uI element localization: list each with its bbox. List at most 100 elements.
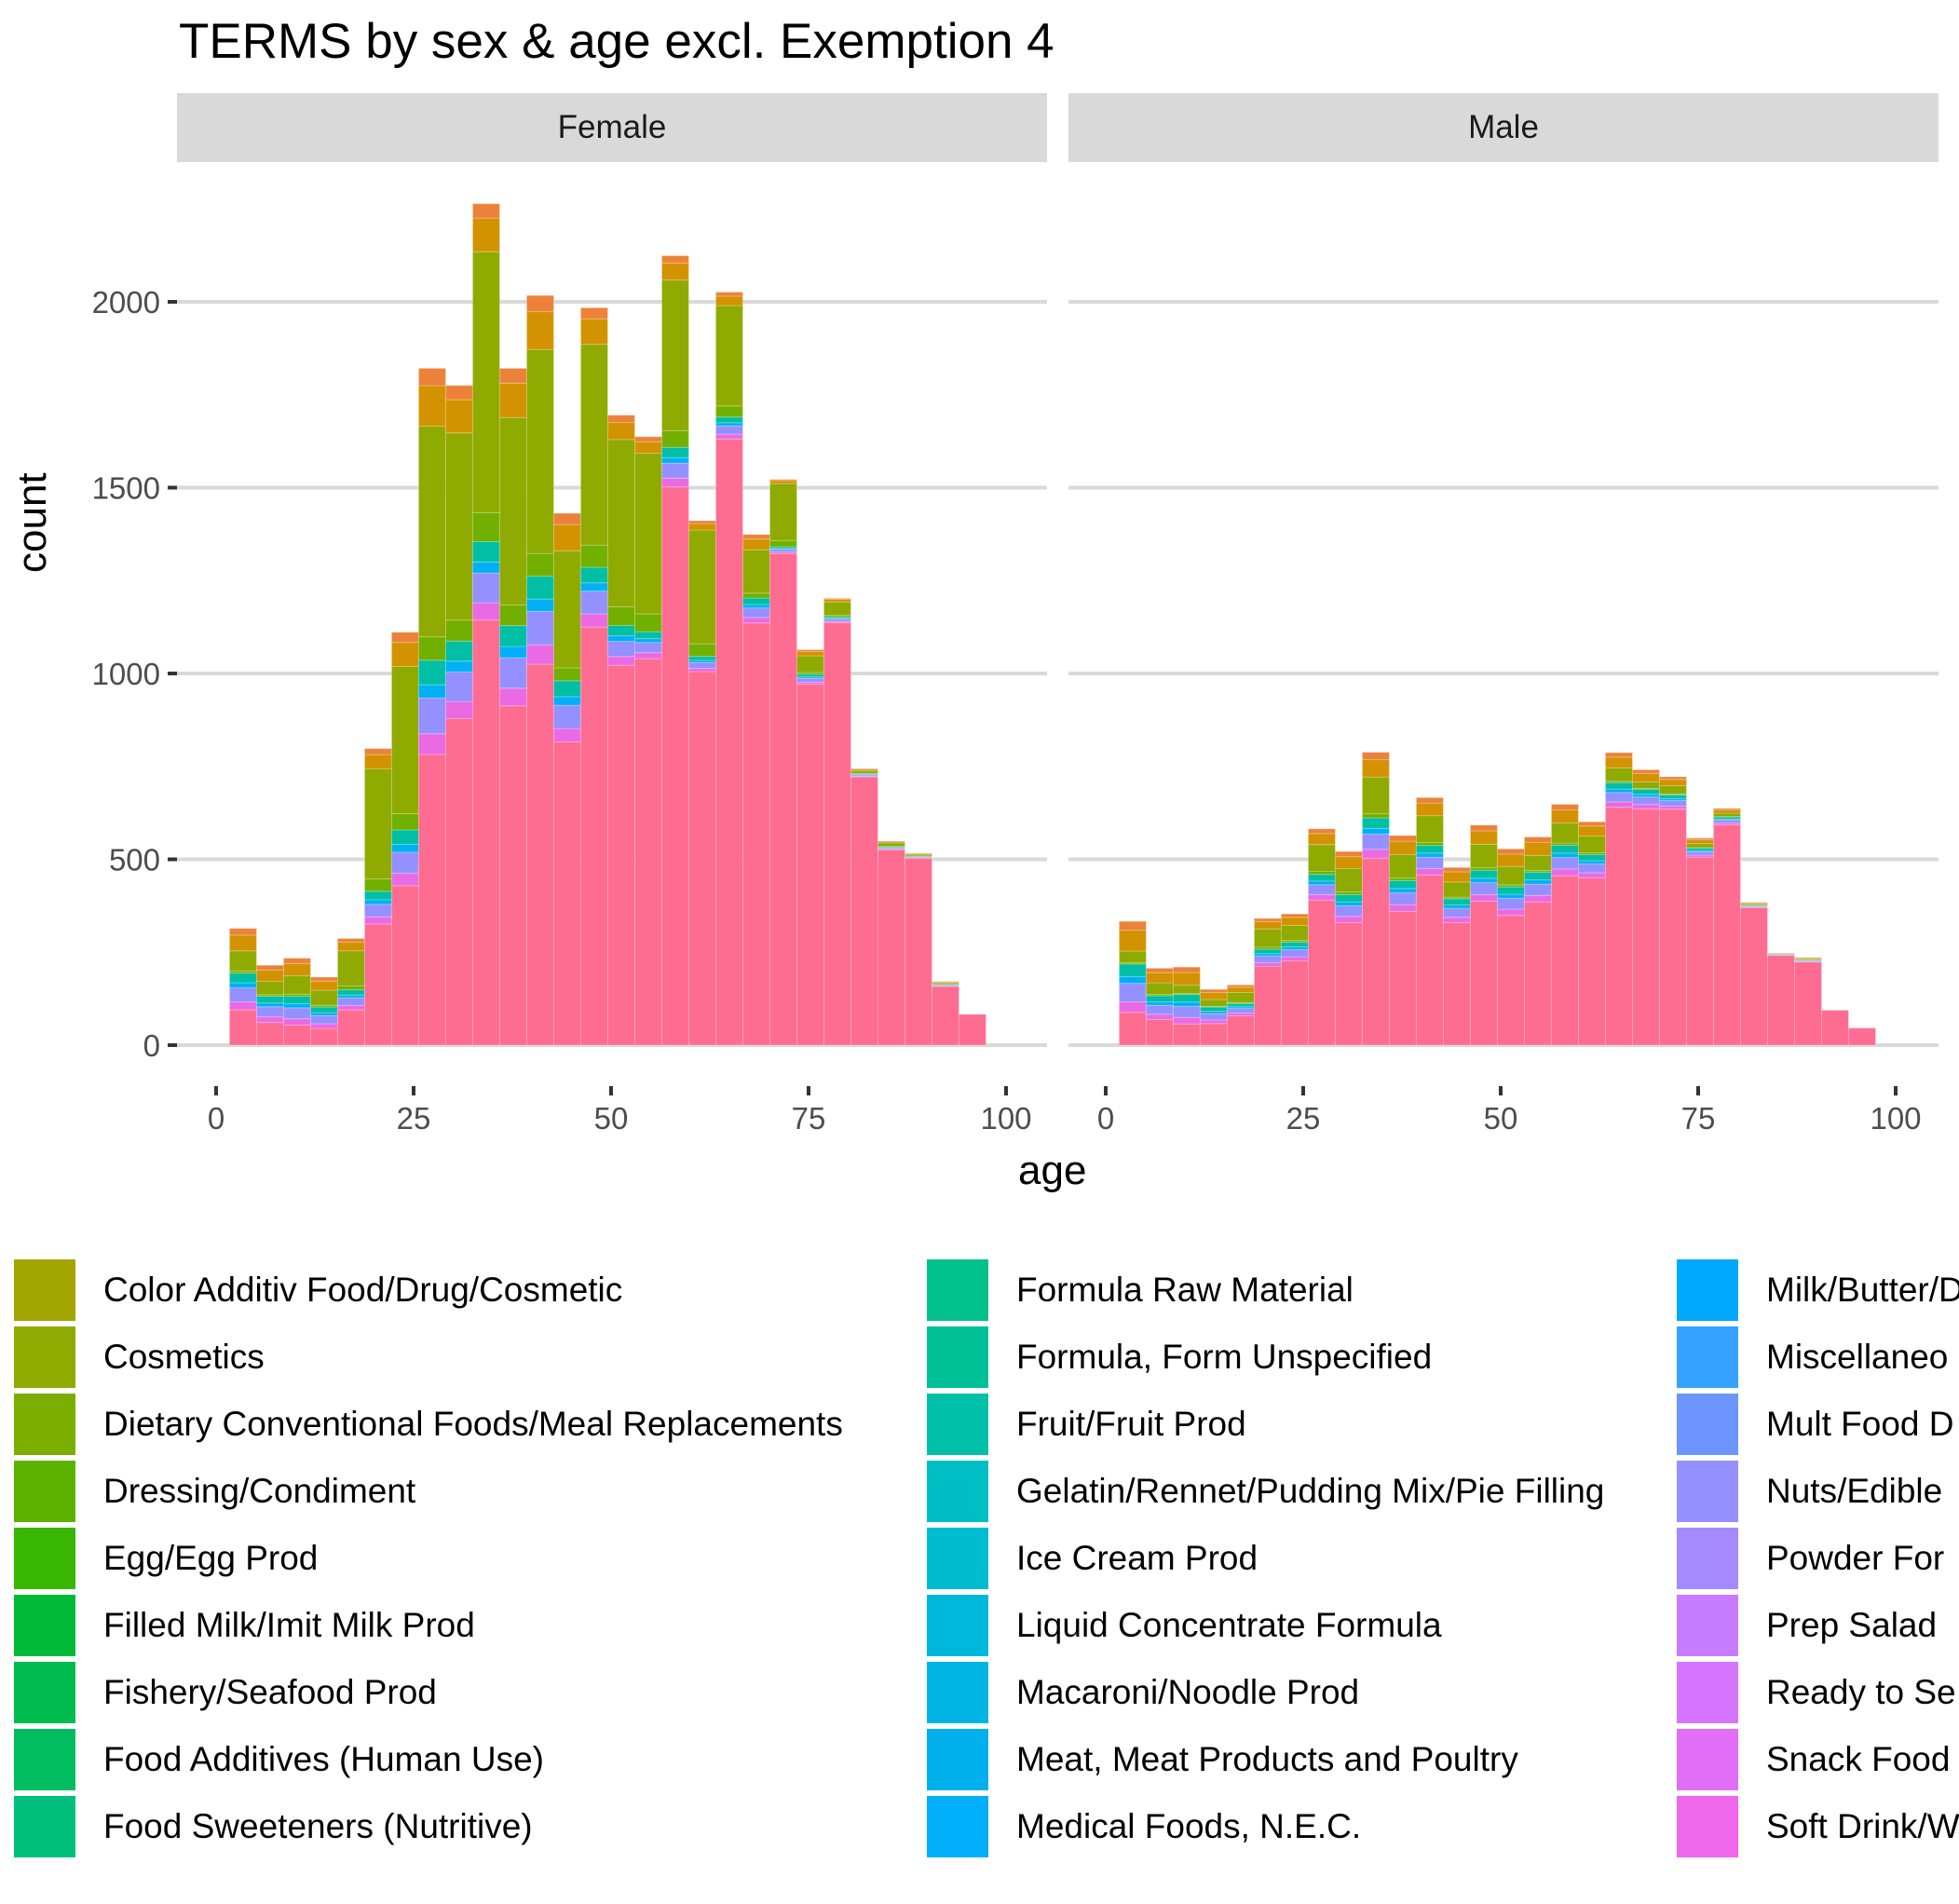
bar-segment-periwinkle bbox=[1631, 796, 1660, 806]
bar-segment-dressing bbox=[769, 539, 797, 548]
bar-segment-teal bbox=[282, 996, 311, 1005]
x-tick-label: 0 bbox=[208, 1101, 224, 1136]
bar-segment-orange bbox=[417, 367, 446, 387]
bar-segment-periwinkle bbox=[363, 904, 392, 918]
legend-key bbox=[927, 1528, 988, 1589]
bar-segment-pink bbox=[390, 885, 419, 1046]
bar-segment-magenta bbox=[471, 602, 500, 621]
bar-segment-magenta bbox=[1145, 1013, 1174, 1020]
bar-segment-pink bbox=[1766, 954, 1795, 1046]
bar-segment-magenta bbox=[850, 775, 878, 778]
bar-segment-pink bbox=[1442, 921, 1471, 1046]
bar-segment-orange bbox=[390, 632, 419, 644]
bar-segment-periwinkle bbox=[471, 572, 500, 604]
bar-segment-gold bbox=[1496, 853, 1525, 867]
bar-segment-dressing bbox=[444, 619, 473, 642]
legend-key bbox=[927, 1394, 988, 1455]
bar-segment-sky bbox=[417, 684, 446, 699]
bar-segment-gold bbox=[1199, 991, 1228, 1000]
bar-segment-dressing bbox=[552, 667, 581, 682]
legend-label: Liquid Concentrate Formula bbox=[1016, 1606, 1442, 1644]
bar-segment-orange bbox=[255, 964, 284, 971]
legend-key bbox=[927, 1662, 988, 1723]
legend-label: Formula, Form Unspecified bbox=[1016, 1338, 1433, 1376]
bar-segment-periwinkle bbox=[525, 610, 554, 646]
bar-segment-gold bbox=[1172, 972, 1201, 986]
legend-key bbox=[14, 1461, 75, 1522]
bar-segment-teal bbox=[255, 995, 284, 1004]
bar-segment-pink bbox=[1631, 808, 1660, 1046]
bar-segment-periwinkle bbox=[309, 1014, 338, 1025]
bar-segment-gold bbox=[850, 768, 878, 771]
bar-segment-gold bbox=[336, 941, 365, 952]
bar-segment-sky bbox=[1415, 852, 1444, 858]
legend-key bbox=[1677, 1259, 1738, 1321]
legend-label: Filled Milk/Imit Milk Prod bbox=[103, 1606, 475, 1644]
bar-segment-orange bbox=[336, 937, 365, 943]
bar-segment-gold bbox=[1145, 972, 1174, 984]
bar-segment-gold bbox=[1415, 802, 1444, 817]
bar-segment-pink bbox=[1550, 875, 1579, 1046]
bar-segment-pink bbox=[687, 671, 716, 1046]
bar-segment-cosmetics bbox=[1199, 999, 1228, 1007]
bar-segment-pink bbox=[1793, 961, 1822, 1046]
bar-segment-magenta bbox=[1118, 1000, 1147, 1013]
bar-segment-orange bbox=[1280, 913, 1309, 918]
bar-segment-sky bbox=[1604, 788, 1633, 794]
bar-segment-sky bbox=[255, 1002, 284, 1008]
bar-segment-cosmetics bbox=[1631, 781, 1660, 789]
bar-segment-teal bbox=[444, 640, 473, 662]
bar-segment-periwinkle bbox=[1334, 904, 1363, 918]
bar-segment-sky bbox=[606, 635, 635, 643]
bar-segment-gold bbox=[282, 962, 311, 977]
facet-label-male: Male bbox=[1468, 109, 1539, 145]
bar-segment-teal bbox=[309, 1006, 338, 1013]
y-tick-label: 1000 bbox=[92, 657, 160, 691]
bar-segment-pink bbox=[1577, 877, 1606, 1046]
bar-segment-orange bbox=[1604, 752, 1633, 758]
bar-segment-teal bbox=[1280, 941, 1309, 948]
legend-key bbox=[14, 1595, 75, 1656]
bar-segment-gold bbox=[498, 382, 527, 418]
legend-label: Medical Foods, N.E.C. bbox=[1016, 1807, 1362, 1845]
legend-label: Dietary Conventional Foods/Meal Replacem… bbox=[103, 1405, 843, 1443]
bar-segment-magenta bbox=[228, 1000, 257, 1011]
bar-segment-magenta bbox=[390, 873, 419, 887]
bar-segment-orange bbox=[931, 981, 959, 983]
bar-segment-cosmetics bbox=[444, 432, 473, 621]
bar-segment-sky bbox=[1523, 879, 1552, 885]
bar-segment-periwinkle bbox=[579, 591, 608, 615]
bar-segment-pink bbox=[958, 1013, 986, 1046]
bar-segment-sky bbox=[471, 561, 500, 574]
bar-segment-gold bbox=[1523, 841, 1552, 856]
legend-item: Ready to Se bbox=[1677, 1660, 1956, 1725]
bar-segment-cosmetics bbox=[309, 989, 338, 1006]
bar-segment-teal bbox=[1442, 898, 1471, 905]
bar-segment-teal bbox=[1415, 845, 1444, 854]
bar-segment-cosmetics bbox=[1334, 867, 1363, 893]
bar-segment-magenta bbox=[309, 1023, 338, 1029]
bar-segment-teal bbox=[1469, 869, 1498, 879]
bar-segment-periwinkle bbox=[1280, 948, 1309, 958]
bar-segment-sky bbox=[1496, 893, 1525, 899]
bar-segment-teal bbox=[633, 631, 662, 640]
bar-segment-teal bbox=[552, 680, 581, 698]
bar-segment-orange bbox=[769, 479, 797, 482]
legend-label: Fishery/Seafood Prod bbox=[103, 1673, 437, 1711]
bar-segment-gold bbox=[1253, 920, 1282, 930]
bar-segment-dressing bbox=[390, 812, 419, 831]
bar-segment-pink bbox=[714, 438, 743, 1046]
bar-segment-cosmetics bbox=[1577, 836, 1606, 853]
legend-key bbox=[1677, 1595, 1738, 1656]
bar-segment-periwinkle bbox=[228, 986, 257, 1002]
bar-segment-gold bbox=[1631, 772, 1660, 782]
y-tick-label: 1500 bbox=[92, 471, 160, 506]
bar-segment-sky bbox=[282, 1003, 311, 1009]
bar-segment-teal bbox=[1145, 995, 1174, 1003]
bar-segment-sky bbox=[390, 844, 419, 853]
bar-segment-cosmetics bbox=[1253, 928, 1282, 948]
bar-segment-pink bbox=[1280, 959, 1309, 1046]
legend-key bbox=[927, 1729, 988, 1790]
bar-segment-pink bbox=[1172, 1023, 1201, 1046]
bar-segment-pink bbox=[1739, 906, 1768, 1046]
